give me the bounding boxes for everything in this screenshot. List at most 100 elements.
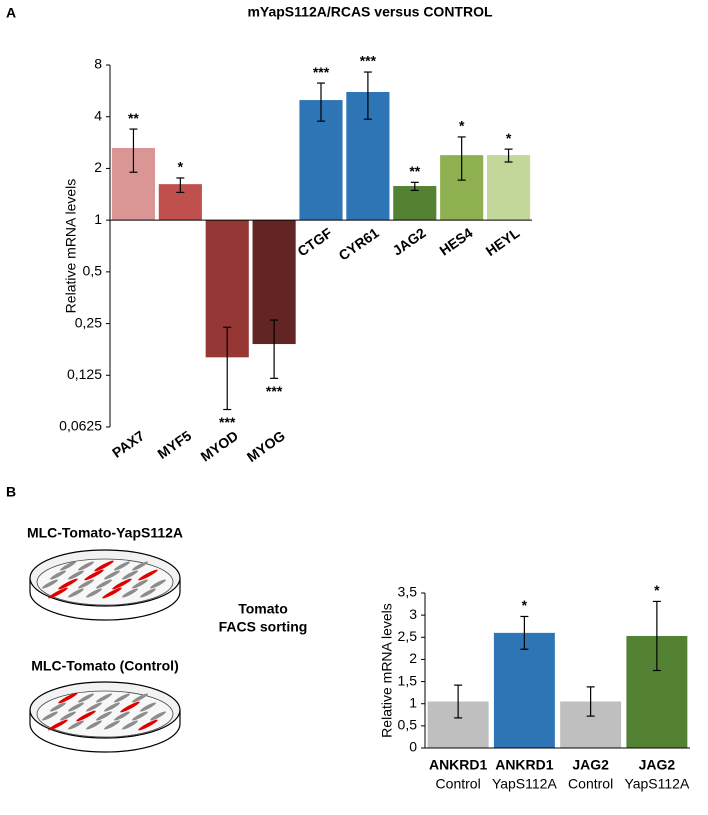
error-bar bbox=[454, 684, 463, 719]
x-tick-sublabel: Control bbox=[436, 776, 481, 792]
cell bbox=[42, 711, 58, 721]
cell bbox=[112, 578, 132, 590]
error-bar bbox=[652, 600, 661, 672]
cell bbox=[48, 587, 68, 599]
bar bbox=[486, 155, 531, 221]
significance: * bbox=[459, 118, 465, 134]
cell bbox=[132, 561, 148, 571]
cell bbox=[104, 702, 120, 712]
significance: ** bbox=[409, 163, 420, 179]
error-bar bbox=[129, 128, 138, 173]
y-tick-label: 0,5 bbox=[398, 717, 418, 733]
error-bar bbox=[363, 71, 372, 120]
error-bar bbox=[223, 326, 232, 411]
cell bbox=[96, 711, 112, 721]
cell bbox=[60, 561, 76, 571]
cell bbox=[86, 702, 102, 712]
y-tick-label: 3,5 bbox=[398, 584, 418, 600]
significance: * bbox=[506, 130, 512, 146]
cell bbox=[86, 720, 102, 730]
y-tick-label: 3 bbox=[409, 606, 417, 622]
cell bbox=[58, 692, 78, 704]
y-tick-label: 0,25 bbox=[75, 314, 102, 330]
cell bbox=[132, 579, 148, 589]
x-tick-label: JAG2 bbox=[639, 757, 676, 773]
cell bbox=[122, 570, 138, 580]
cell bbox=[122, 720, 138, 730]
x-tick-label: HES4 bbox=[436, 224, 475, 258]
cell bbox=[150, 579, 166, 589]
significance: *** bbox=[219, 414, 236, 430]
cell bbox=[84, 569, 104, 581]
y-tick-label: 4 bbox=[94, 107, 102, 123]
significance: ** bbox=[128, 110, 139, 126]
x-tick-label: MYF5 bbox=[154, 427, 194, 462]
cell bbox=[78, 561, 94, 571]
cell bbox=[102, 587, 122, 599]
cell bbox=[138, 719, 158, 731]
cell bbox=[96, 579, 112, 589]
cell bbox=[140, 588, 156, 598]
bar bbox=[393, 186, 437, 221]
cell bbox=[68, 570, 84, 580]
y-axis-label: Relative mRNA levels bbox=[379, 603, 395, 738]
y-tick-label: 8 bbox=[94, 56, 102, 72]
cell bbox=[104, 570, 120, 580]
significance: * bbox=[522, 597, 528, 613]
error-bar bbox=[317, 82, 325, 122]
error-bar bbox=[586, 686, 595, 717]
cell bbox=[132, 693, 148, 703]
significance: *** bbox=[266, 383, 283, 399]
error-bar bbox=[504, 148, 513, 163]
cell bbox=[114, 711, 130, 721]
panel-label: A bbox=[6, 5, 16, 21]
y-tick-label: 1 bbox=[94, 211, 102, 227]
y-tick-label: 0,125 bbox=[67, 366, 102, 382]
cell bbox=[132, 711, 148, 721]
cell bbox=[122, 588, 138, 598]
y-tick-label: 2 bbox=[94, 159, 102, 175]
x-tick-label: PAX7 bbox=[109, 427, 147, 461]
cell bbox=[58, 578, 78, 590]
chart-title: mYapS112A/RCAS versus CONTROL bbox=[247, 4, 493, 20]
cell bbox=[50, 570, 66, 580]
x-tick-label: JAG2 bbox=[389, 224, 428, 258]
x-tick-sublabel: YapS112A bbox=[492, 776, 558, 792]
y-tick-label: 0,5 bbox=[83, 263, 103, 279]
y-tick-label: 1 bbox=[409, 694, 417, 710]
y-tick-label: 2 bbox=[409, 650, 417, 666]
dish-label: MLC-Tomato-YapS112A bbox=[27, 525, 183, 541]
sorting-label: FACS sorting bbox=[219, 619, 308, 635]
panel-label: B bbox=[6, 484, 16, 500]
cell bbox=[150, 711, 166, 721]
cell bbox=[94, 560, 114, 572]
cell bbox=[114, 561, 130, 571]
cell bbox=[76, 710, 96, 722]
cell bbox=[42, 579, 58, 589]
cell bbox=[114, 693, 130, 703]
x-tick-label: MYOD bbox=[197, 427, 241, 464]
cell bbox=[138, 569, 158, 581]
significance: * bbox=[178, 159, 184, 175]
x-tick-label: ANKRD1 bbox=[429, 757, 488, 773]
cell bbox=[78, 579, 94, 589]
dishes bbox=[29, 549, 181, 753]
significance: * bbox=[654, 582, 660, 598]
cell bbox=[68, 702, 84, 712]
cell bbox=[78, 693, 94, 703]
x-tick-label: JAG2 bbox=[572, 757, 609, 773]
y-tick-label: 1,5 bbox=[398, 672, 418, 688]
cell bbox=[50, 702, 66, 712]
significance: *** bbox=[360, 53, 377, 69]
x-tick-label: MYOG bbox=[244, 427, 288, 465]
error-bar bbox=[457, 136, 466, 181]
x-tick-sublabel: Control bbox=[568, 776, 613, 792]
error-bar bbox=[176, 177, 185, 194]
y-tick-label: 0 bbox=[409, 739, 417, 755]
y-tick-label: 2,5 bbox=[398, 628, 418, 644]
cell bbox=[86, 588, 102, 598]
y-axis-label: Relative mRNA levels bbox=[63, 179, 79, 314]
cell bbox=[140, 702, 156, 712]
cell bbox=[48, 719, 68, 731]
